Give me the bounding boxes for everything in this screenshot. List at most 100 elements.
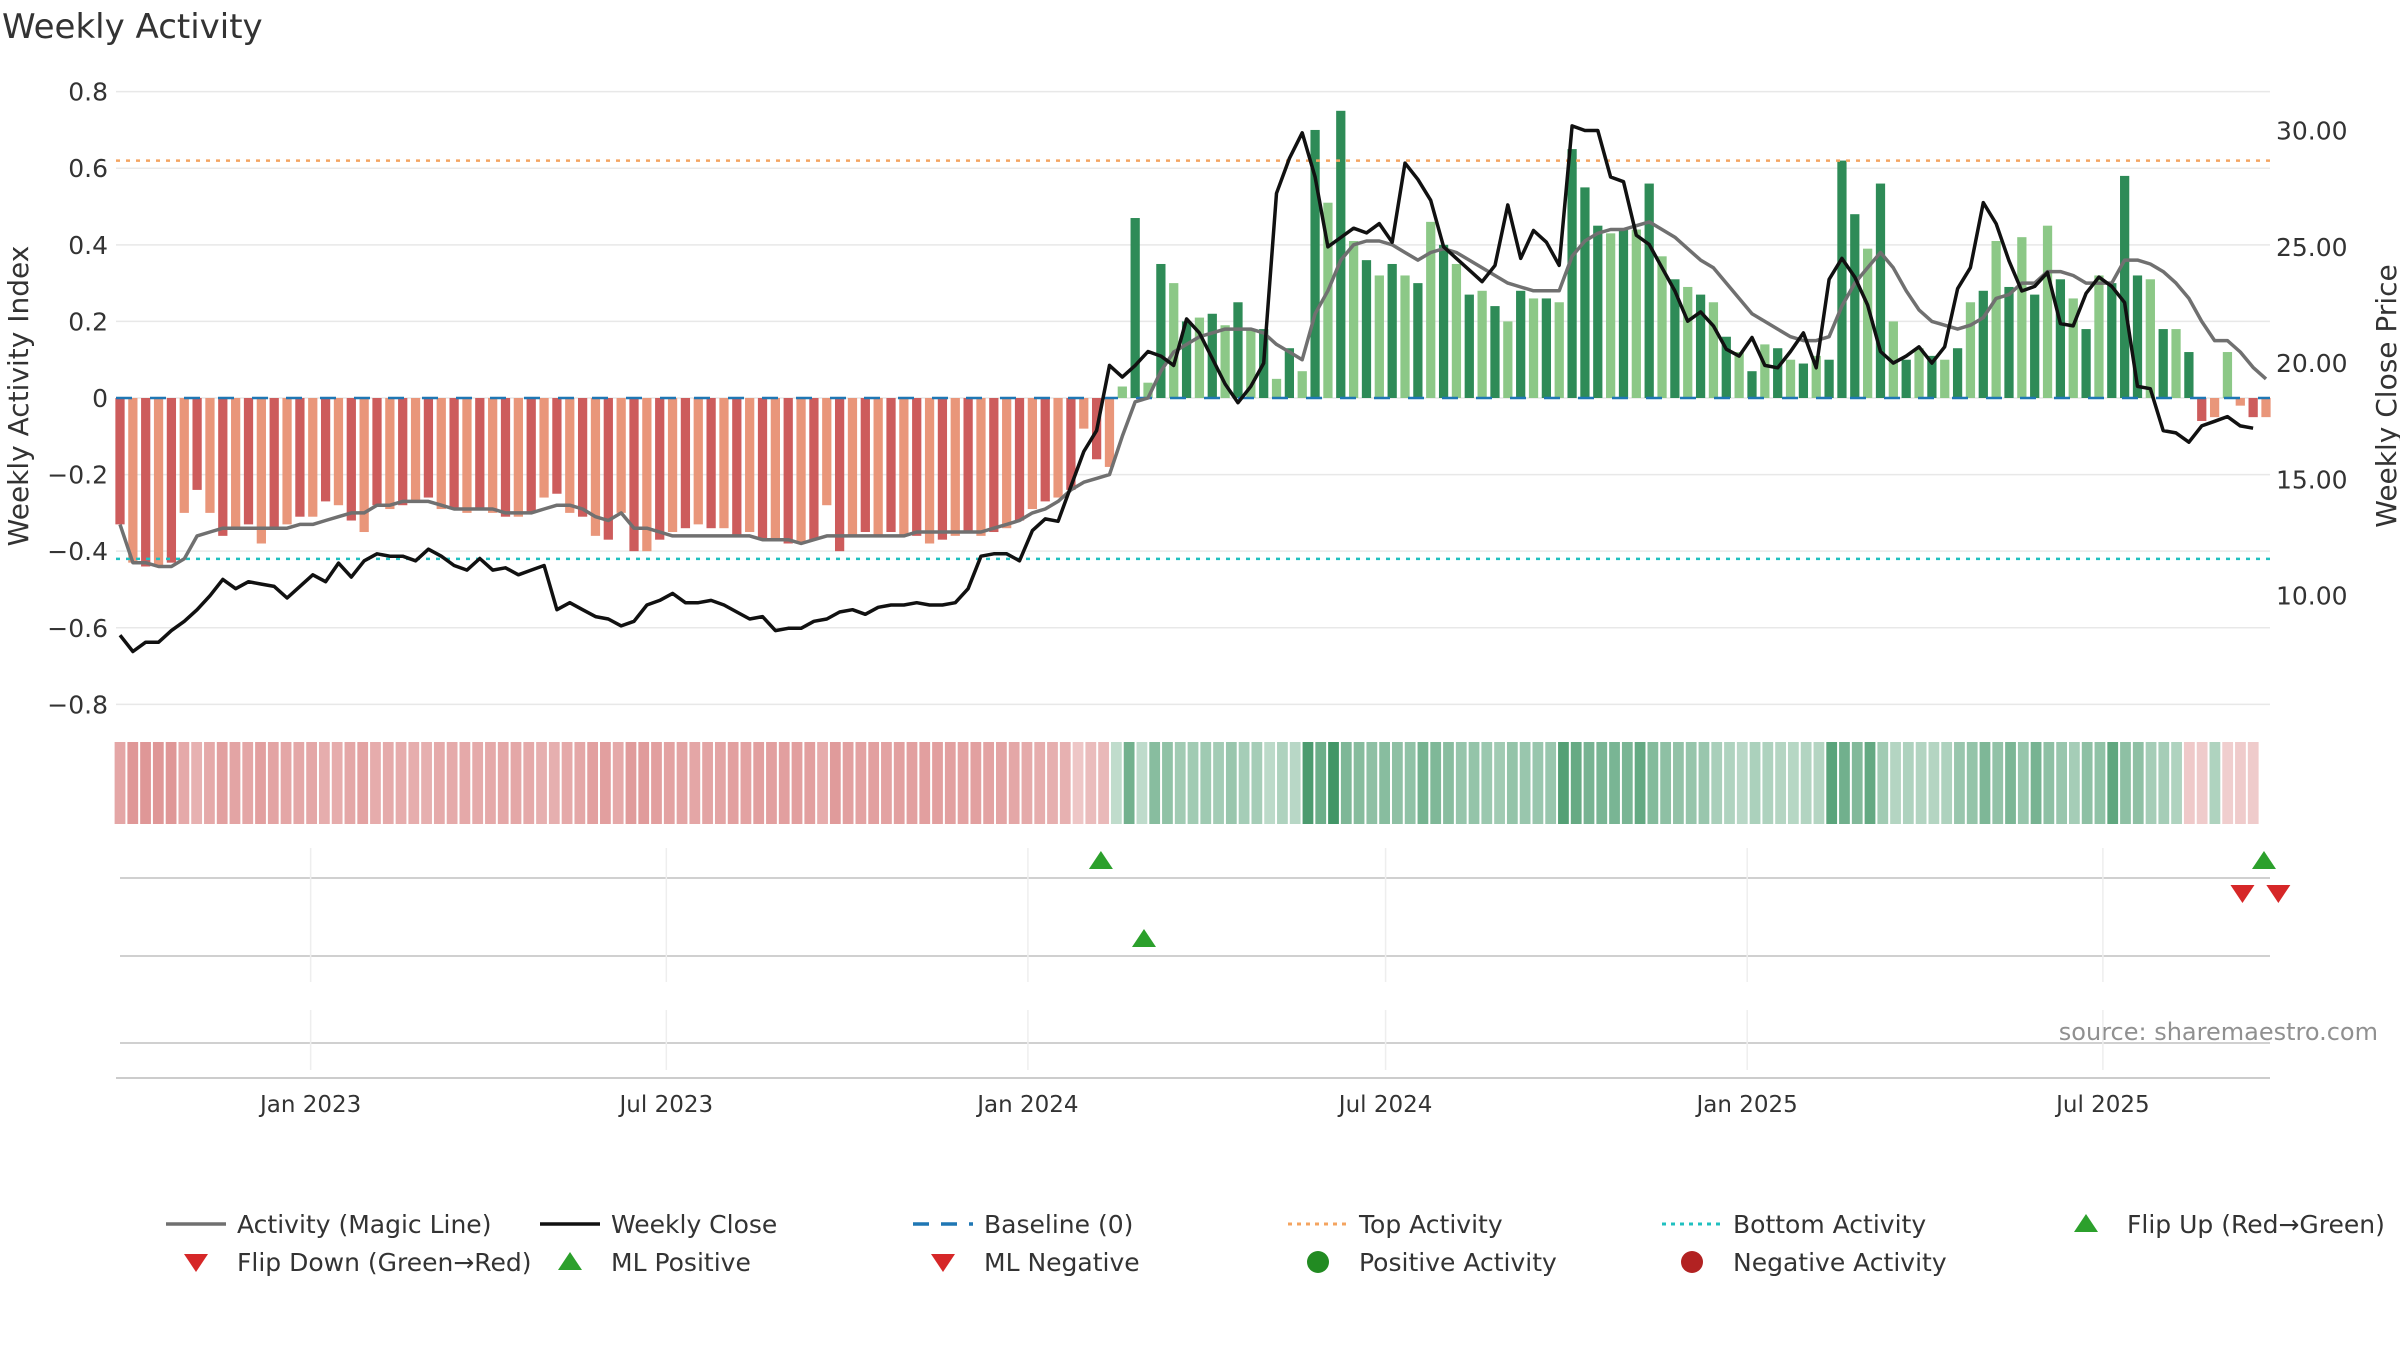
source-label: source: sharemaestro.com	[2059, 1018, 2378, 1046]
activity-bar	[2094, 275, 2104, 398]
activity-strip-cell	[127, 742, 139, 824]
activity-bar	[462, 398, 472, 513]
activity-strip-cell	[2196, 742, 2208, 824]
activity-strip-cell	[1110, 742, 1122, 824]
activity-strip-cell	[1941, 742, 1953, 824]
activity-strip-cell	[881, 742, 892, 824]
flip-up-marker	[1088, 851, 1113, 869]
activity-bar	[1233, 302, 1243, 398]
legend-label: Baseline (0)	[984, 1210, 1133, 1239]
activity-bar	[770, 398, 780, 540]
activity-bar	[385, 398, 395, 510]
y-tick-label-right: 15.00	[2276, 465, 2348, 494]
activity-strip-cell	[1430, 742, 1442, 824]
activity-bar	[757, 398, 768, 540]
activity-bar	[1721, 336, 1731, 398]
activity-bar	[2081, 329, 2091, 398]
activity-bar	[269, 398, 279, 529]
activity-strip-cell	[1149, 742, 1161, 824]
activity-bar	[1593, 225, 1603, 398]
activity-bar	[2120, 175, 2130, 398]
activity-bar	[1181, 321, 1192, 398]
activity-strip-cell	[996, 742, 1007, 824]
activity-bar	[834, 398, 845, 552]
activity-strip-cell	[1596, 742, 1608, 824]
activity-strip-cell	[2094, 742, 2106, 824]
activity-strip-cell	[165, 742, 177, 824]
activity-strip-cell	[1506, 742, 1518, 824]
activity-bar	[1528, 298, 1539, 398]
activity-bar	[2107, 283, 2117, 398]
activity-strip-cell	[2145, 742, 2157, 824]
activity-bar	[847, 398, 858, 536]
activity-strip-cell	[766, 742, 777, 824]
activity-strip-cell	[2158, 742, 2170, 824]
activity-bar	[1169, 283, 1179, 398]
activity-strip-cell	[1877, 742, 1889, 824]
activity-strip-cell	[536, 742, 547, 824]
activity-bar	[603, 398, 613, 540]
chart-title: Weekly Activity	[2, 7, 263, 47]
activity-strip-cell	[1545, 742, 1557, 824]
activity-bar	[1271, 378, 1282, 398]
activity-strip-cell	[1174, 742, 1186, 824]
activity-bar	[1657, 256, 1667, 398]
activity-strip-cell	[510, 742, 522, 824]
activity-strip-cell	[2209, 742, 2221, 824]
activity-strip-cell	[1162, 742, 1173, 824]
activity-strip-cell	[1787, 742, 1799, 824]
activity-bar	[1734, 352, 1744, 398]
legend-label: Bottom Activity	[1733, 1210, 1926, 1239]
y-tick-label-right: 10.00	[2276, 582, 2348, 611]
activity-strip-cell	[1673, 742, 1684, 824]
flip-down-marker	[2230, 885, 2255, 903]
bars-layer	[115, 110, 2271, 567]
activity-bar	[1824, 359, 1834, 398]
activity-bar	[205, 398, 215, 513]
weekly-close-series	[118, 124, 2254, 654]
activity-strip-cell	[689, 742, 701, 824]
activity-bar	[1811, 355, 1821, 398]
activity-strip-cell	[344, 742, 356, 824]
activity-strip-cell	[1302, 742, 1314, 824]
activity-bar	[1516, 290, 1526, 398]
activity-strip-cell	[1660, 742, 1672, 824]
activity-strip-cell	[1098, 742, 1109, 824]
activity-bar	[282, 398, 292, 525]
activity-strip-cell	[1468, 742, 1480, 824]
activity-strip-cell	[2183, 742, 2195, 824]
activity-strip-cell	[370, 742, 381, 824]
activity-strip-cell	[1813, 742, 1825, 824]
activity-strip-cell	[1902, 742, 1914, 824]
activity-bar	[372, 398, 382, 506]
activity-bar	[410, 398, 421, 502]
activity-strip-cell	[676, 742, 688, 824]
activity-bar	[1451, 263, 1462, 398]
activity-bar	[2184, 352, 2194, 398]
legend-item: Flip Up (Red→Green)	[2074, 1210, 2385, 1239]
activity-strip-cell	[842, 742, 854, 824]
activity-bar	[732, 398, 742, 536]
activity-bar	[1927, 355, 1937, 398]
activity-bar	[1606, 233, 1616, 398]
activity-strip-cell	[1762, 742, 1774, 824]
activity-strip-cell	[485, 742, 496, 824]
activity-strip-cell	[459, 742, 471, 824]
activity-strip-cell	[1340, 742, 1352, 824]
activity-strip-cell	[1800, 742, 1812, 824]
activity-bar	[359, 398, 369, 533]
activity-strip-cell	[446, 742, 458, 824]
activity-strip-cell	[1072, 742, 1084, 824]
activity-bar	[860, 398, 870, 533]
activity-strip-cell	[702, 742, 713, 824]
activity-bar	[153, 398, 164, 567]
activity-bar	[1438, 244, 1449, 398]
activity-bar	[976, 398, 986, 536]
activity-strip-cell	[638, 742, 650, 824]
activity-strip-cell	[2120, 742, 2131, 824]
y-ticks-layer: 0.8 0.6 0.4 0.2 0 −0.2 −0.4 −0.6 −0.8 30.00 25.00 2…	[47, 78, 2347, 720]
activity-strip-cell	[1954, 742, 1965, 824]
activity-bar	[320, 398, 331, 502]
activity-bar	[1323, 202, 1333, 398]
activity-bar	[590, 398, 601, 536]
